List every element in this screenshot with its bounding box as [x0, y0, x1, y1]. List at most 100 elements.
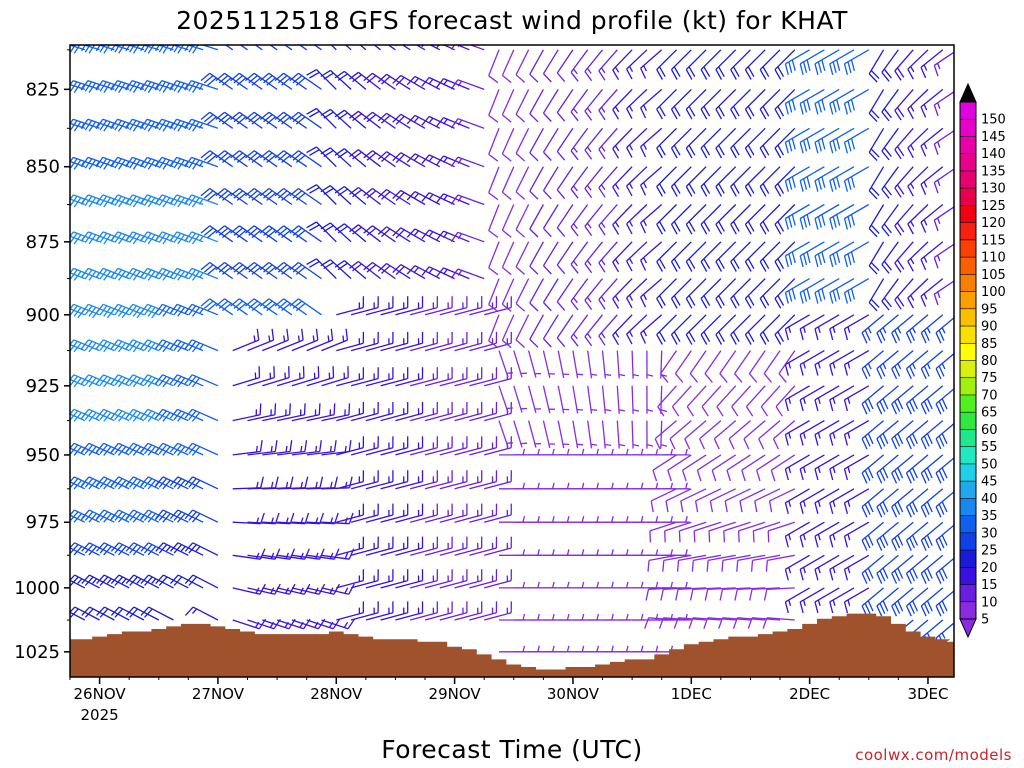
barb-staff	[147, 231, 174, 243]
barb-staff	[515, 49, 530, 76]
barb-full	[177, 306, 186, 317]
barb-staff	[410, 612, 438, 621]
barb-full	[259, 72, 270, 82]
wind-barb	[685, 204, 707, 235]
barb-staff	[306, 376, 334, 387]
wind-barb	[289, 225, 322, 243]
barb-staff	[542, 49, 559, 75]
barb-staff	[920, 88, 944, 108]
barb-half	[270, 445, 273, 453]
barb-full	[266, 229, 276, 239]
barb-staff	[103, 542, 130, 556]
barb-full	[529, 113, 539, 123]
barb-full	[263, 227, 273, 236]
barb-staff	[350, 514, 379, 523]
barb-full	[799, 180, 804, 192]
barb-staff	[70, 514, 86, 523]
wind-barb	[543, 482, 572, 490]
barb-full	[806, 99, 811, 111]
barb-full	[775, 406, 783, 417]
barb-staff	[70, 83, 86, 91]
barb-full	[41, 270, 48, 279]
barb-full	[158, 305, 167, 316]
barb-staff	[488, 166, 500, 194]
barb-staff	[133, 542, 160, 556]
barb-full	[289, 403, 291, 415]
barb-staff	[844, 521, 870, 537]
barb-staff	[457, 79, 485, 91]
wind-barb	[868, 49, 885, 83]
barb-staff	[410, 412, 438, 422]
wind-barb	[421, 192, 455, 206]
x-tick-label: 27NOV	[192, 685, 245, 703]
wind-barb	[81, 574, 115, 589]
barb-staff	[410, 447, 438, 456]
barb-staff	[682, 454, 707, 471]
wind-barb	[501, 49, 515, 84]
barb-full	[129, 544, 138, 554]
barb-half	[581, 482, 585, 489]
barb-full	[543, 112, 552, 122]
barb-full	[289, 150, 299, 159]
barb-full	[345, 328, 349, 341]
barb-staff	[336, 306, 364, 316]
barb-full	[802, 61, 808, 73]
barb-staff	[73, 408, 100, 422]
barb-staff	[443, 267, 470, 280]
barb-half	[300, 38, 305, 42]
wind-barb	[894, 88, 914, 121]
barb-full	[912, 567, 918, 579]
barb-half	[640, 581, 644, 589]
barb-full	[821, 138, 826, 150]
barb-full	[114, 81, 122, 92]
barb-staff	[72, 156, 100, 168]
barb-staff	[501, 314, 515, 341]
barb-staff	[671, 278, 692, 299]
barb-staff	[556, 166, 574, 191]
barb-half	[344, 587, 349, 594]
barb-full	[103, 412, 112, 422]
wind-barb	[602, 482, 631, 490]
barb-staff	[759, 49, 781, 71]
wind-barb	[70, 514, 86, 523]
wind-barb	[661, 549, 690, 556]
barb-full	[244, 72, 255, 82]
barb-staff	[73, 231, 100, 243]
x-tick-label: 3DEC	[907, 685, 948, 703]
barb-full	[117, 270, 126, 281]
wind-barb	[784, 350, 810, 376]
barb-staff	[601, 420, 606, 449]
barb-full	[73, 342, 82, 353]
barb-staff	[365, 412, 394, 422]
barb-full	[843, 468, 849, 481]
barb-staff	[321, 521, 350, 525]
barb-half	[600, 259, 606, 266]
barb-half	[413, 116, 419, 123]
barb-full	[99, 608, 109, 618]
wind-barb	[631, 385, 640, 414]
barb-staff	[72, 79, 100, 91]
barb-half	[253, 335, 256, 342]
barb-full	[70, 158, 78, 169]
barb-full	[184, 118, 192, 130]
barb-full	[556, 189, 566, 200]
wind-barb	[321, 328, 349, 352]
barb-full	[905, 472, 912, 484]
barb-full	[215, 150, 226, 159]
barb-half	[685, 549, 688, 556]
barb-half	[910, 144, 915, 151]
y-tick-label: 825	[26, 79, 60, 100]
barb-full	[333, 583, 340, 595]
wind-barb	[110, 442, 145, 456]
barb-staff	[671, 127, 692, 149]
barb-staff	[276, 339, 304, 352]
barb-half	[614, 183, 620, 190]
barb-full	[140, 303, 149, 314]
barb-staff	[439, 579, 468, 589]
barb-full	[843, 434, 849, 446]
wind-barb	[587, 385, 598, 414]
barb-full	[173, 576, 183, 586]
wind-barb	[406, 45, 441, 51]
x-tick-label: 26NOV	[74, 685, 127, 703]
barb-half	[586, 260, 592, 266]
